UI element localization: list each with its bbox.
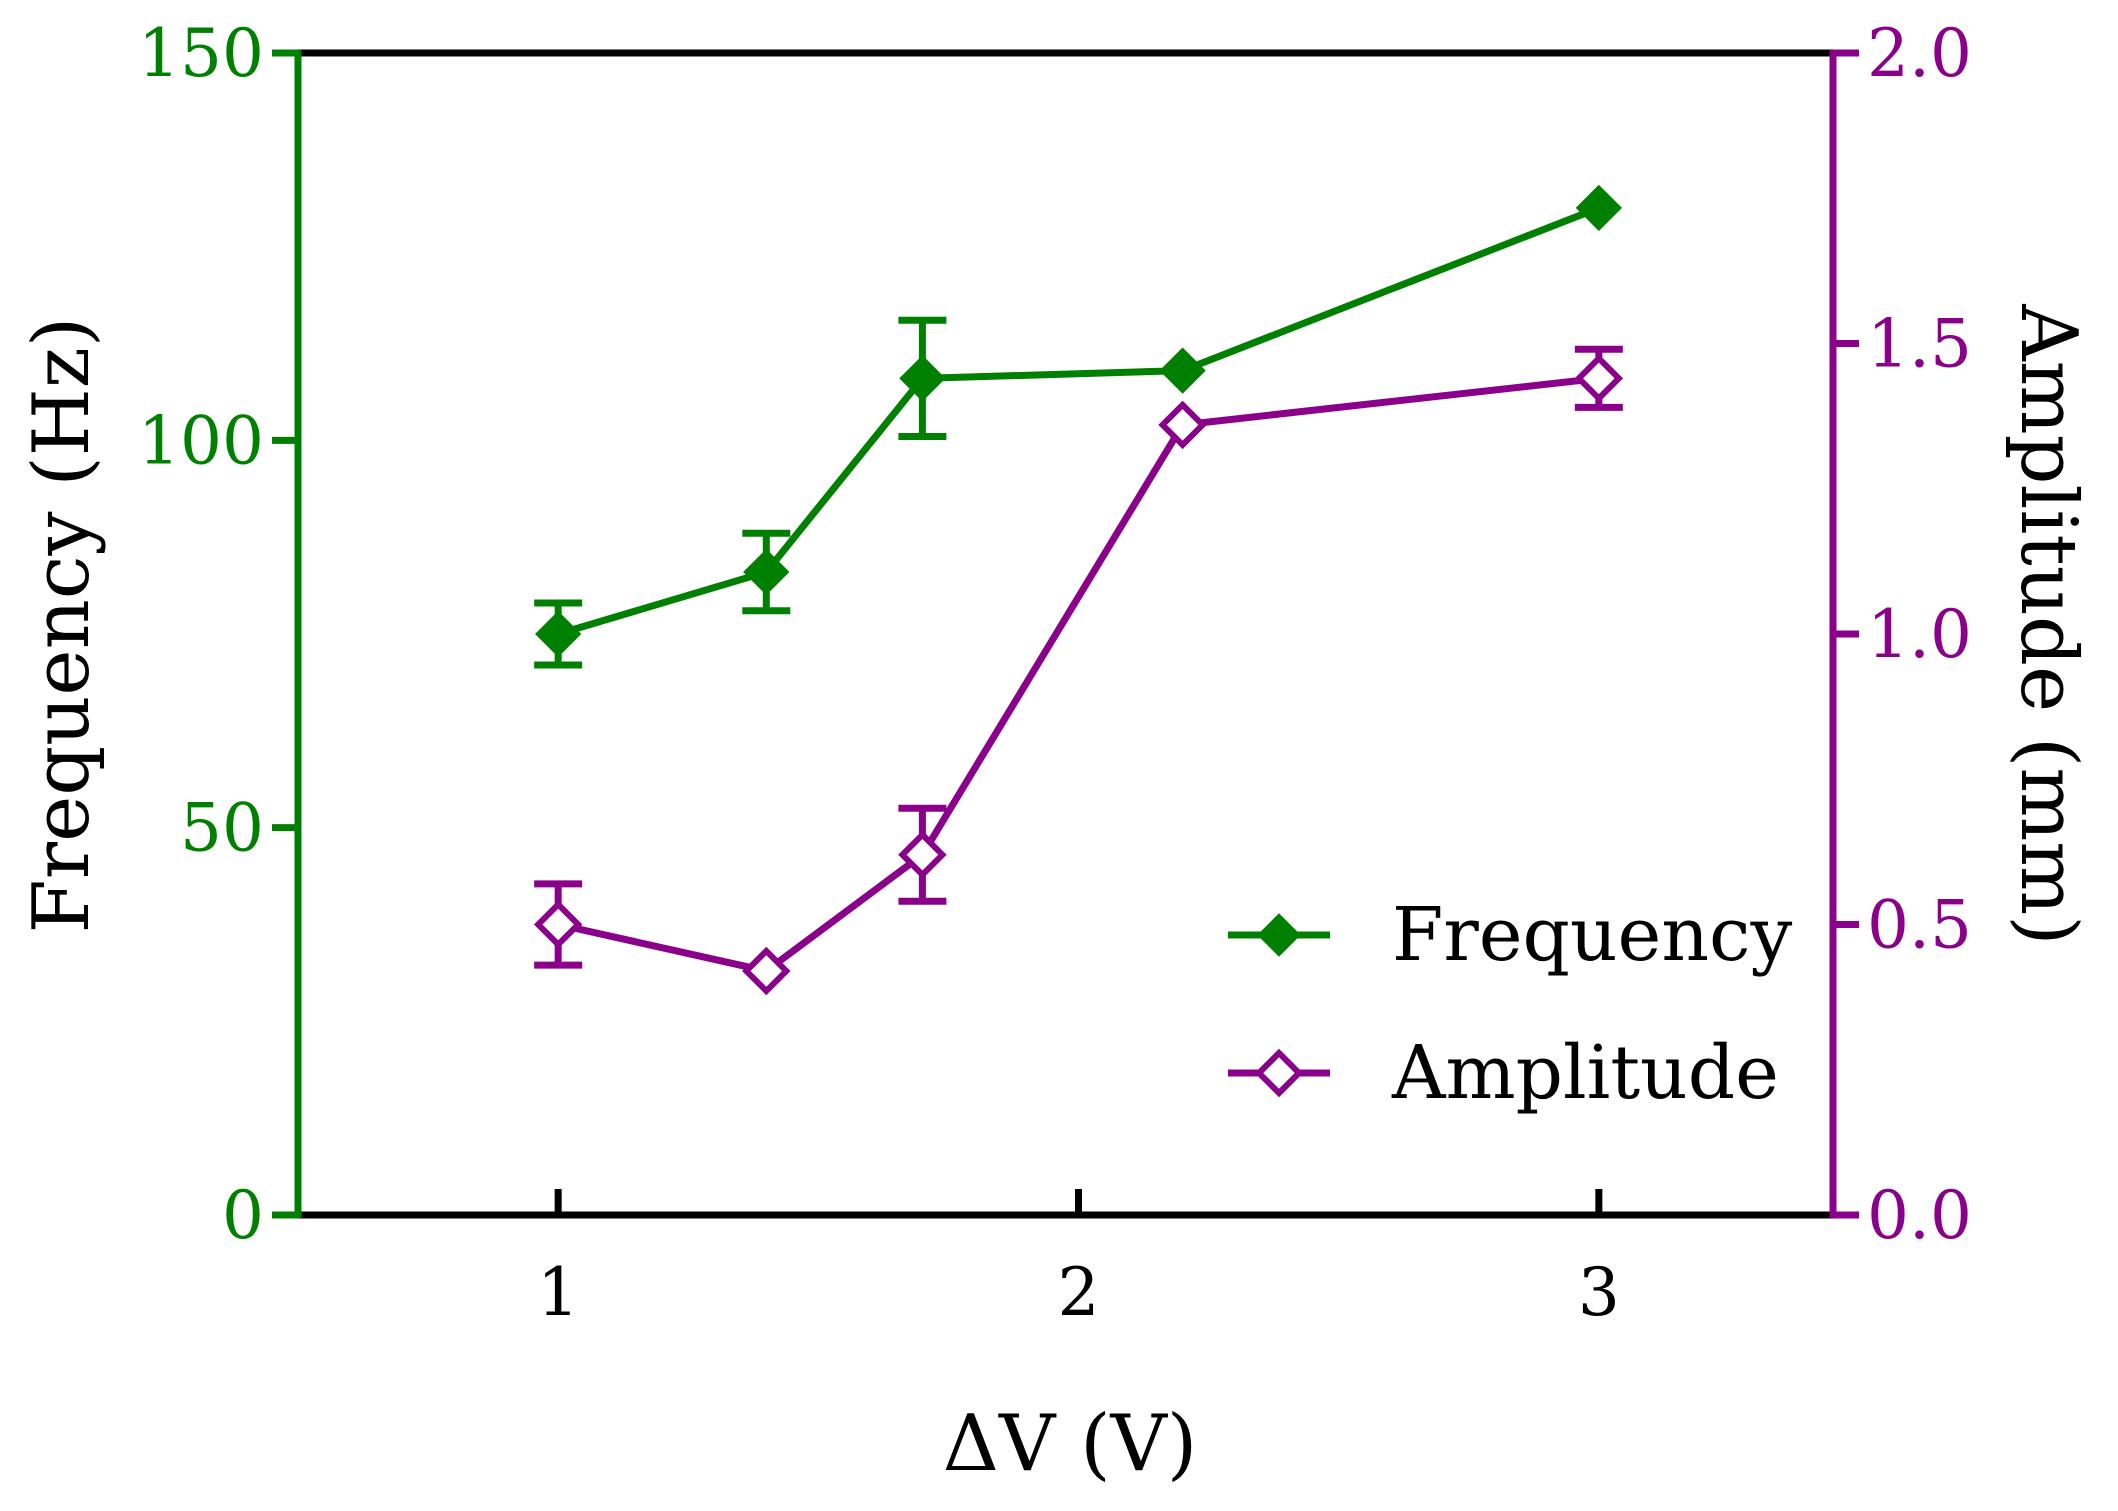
left-axis: 0 50 100 150: [138, 15, 302, 1254]
data-point: [1158, 400, 1207, 450]
data-point: [535, 610, 582, 658]
series-amplitude: [533, 345, 1624, 996]
plot-frame: [298, 49, 1833, 1219]
data-point: [1575, 184, 1622, 232]
x-tick-label: 1: [537, 1254, 579, 1331]
legend-frequency-marker: [1257, 913, 1301, 957]
series-frequency: [534, 184, 1622, 669]
left-tick-label: 150: [138, 15, 264, 92]
right-tick-label: 0.5: [1867, 887, 1972, 964]
legend-amplitude-label: Amplitude: [1391, 1030, 1779, 1116]
data-point: [899, 355, 946, 402]
data-point: [533, 900, 583, 949]
left-tick-label: 50: [180, 790, 264, 867]
right-tick-label: 1.5: [1867, 306, 1972, 383]
series-line: [557, 374, 1600, 975]
right-tick-label: 1.0: [1867, 596, 1972, 673]
right-tick-label: 0.0: [1867, 1177, 1972, 1254]
series-line: [557, 204, 1601, 638]
x-tick-label: 2: [1058, 1254, 1100, 1331]
x-axis: 1 2 3: [537, 1189, 1620, 1331]
left-tick-label: 0: [222, 1177, 264, 1254]
x-tick-label: 3: [1578, 1254, 1620, 1331]
legend-frequency-label: Frequency: [1392, 892, 1792, 978]
data-point: [898, 830, 947, 880]
data-point: [742, 946, 791, 996]
left-tick-label: 100: [138, 402, 264, 479]
legend-amplitude-marker: [1254, 1048, 1304, 1098]
legend: Frequency Amplitude: [1228, 892, 1792, 1116]
left-axis-title: Frequency (Hz): [17, 317, 107, 934]
data-point: [1574, 354, 1624, 403]
right-axis-title: Amplitude (mm): [2003, 303, 2093, 945]
series-layer: [533, 184, 1624, 996]
right-axis: 0.0 0.5 1.0 1.5 2.0: [1829, 15, 1972, 1254]
data-point: [743, 548, 790, 596]
data-point: [1159, 347, 1206, 394]
x-axis-title: ΔV (V): [943, 1399, 1198, 1489]
right-tick-label: 2.0: [1867, 15, 1972, 92]
